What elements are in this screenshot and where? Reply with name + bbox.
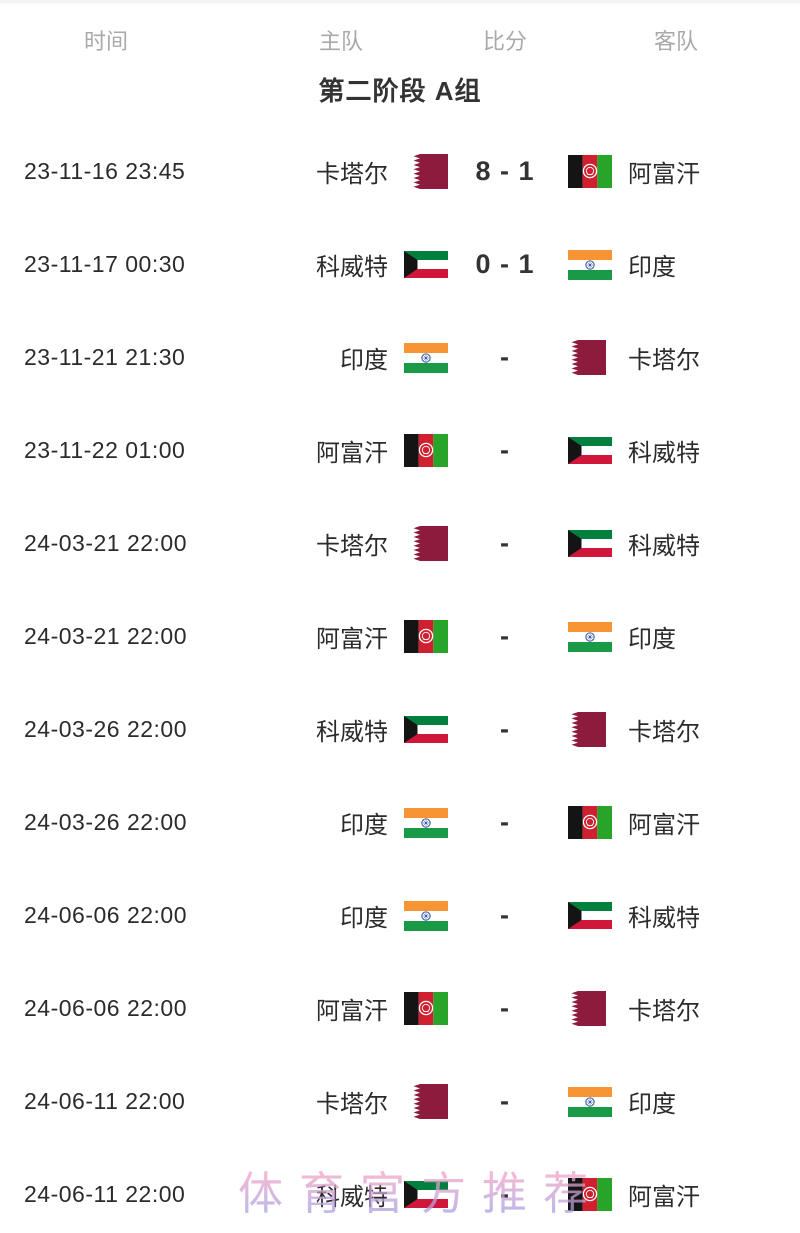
afghanistan-flag-icon [562,806,624,839]
kuwait-flag-icon [388,251,448,278]
match-row[interactable]: 24-03-21 22:00 卡塔尔 - 科威特 [0,497,800,590]
afghanistan-flag-icon [562,155,624,188]
match-score: 0 - 1 [475,249,535,279]
away-team-name: 卡塔尔 [628,719,700,746]
match-list: 23-11-16 23:45 卡塔尔 8 - 1 阿富汗 23-11-17 00… [0,112,800,1233]
home-team-name: 阿富汗 [316,998,388,1025]
match-score: - [500,900,510,930]
match-time: 24-06-11 22:00 [24,1088,186,1114]
match-score: - [500,1086,510,1116]
qatar-flag-icon [562,712,624,747]
match-time: 23-11-21 21:30 [24,344,186,370]
match-time: 24-06-11 22:00 [24,1181,186,1207]
match-time: 24-06-06 22:00 [24,902,188,928]
match-score: - [500,435,510,465]
match-row[interactable]: 24-03-26 22:00 印度 - 阿富汗 [0,776,800,869]
away-team-name: 印度 [628,1091,676,1118]
section-title: 第二阶段 A组 [318,75,482,106]
match-time: 23-11-17 00:30 [24,251,186,277]
home-team-name: 印度 [340,812,388,839]
home-team-name: 科威特 [316,254,388,281]
column-header-time: 时间 [83,29,128,54]
kuwait-flag-icon [562,902,624,929]
match-time: 24-06-06 22:00 [24,995,188,1021]
match-row[interactable]: 24-06-06 22:00 阿富汗 - 卡塔尔 [0,962,800,1055]
kuwait-flag-icon [388,716,448,743]
match-score: - [500,714,510,744]
afghanistan-flag-icon [562,1178,624,1211]
away-team-name: 印度 [628,626,676,653]
match-score: - [500,807,510,837]
match-row[interactable]: 23-11-17 00:30 科威特 0 - 1 印度 [0,218,800,311]
away-team-name: 卡塔尔 [628,998,700,1025]
match-time: 24-03-21 22:00 [24,623,188,649]
match-score: - [500,993,510,1023]
qatar-flag-icon [388,1084,448,1119]
match-time: 24-03-26 22:00 [24,809,188,835]
match-row[interactable]: 24-03-21 22:00 阿富汗 - 印度 [0,590,800,683]
home-team-name: 卡塔尔 [316,1091,388,1118]
match-time: 24-03-21 22:00 [24,530,188,556]
home-team-name: 阿富汗 [316,440,388,467]
afghanistan-flag-icon [388,620,448,653]
match-row[interactable]: 23-11-16 23:45 卡塔尔 8 - 1 阿富汗 [0,125,800,218]
afghanistan-flag-icon [388,992,448,1025]
match-score: - [500,1179,510,1209]
qatar-flag-icon [562,991,624,1026]
home-team-name: 阿富汗 [316,626,388,653]
kuwait-flag-icon [562,530,624,557]
home-team-name: 卡塔尔 [316,161,388,188]
home-team-name: 科威特 [316,1184,388,1211]
home-team-name: 印度 [340,905,388,932]
match-row[interactable]: 24-03-26 22:00 科威特 - 卡塔尔 [0,683,800,776]
away-team-name: 科威特 [628,440,700,467]
column-header-away: 客队 [653,29,698,54]
home-team-name: 科威特 [316,719,388,746]
column-header-score: 比分 [482,29,527,54]
away-team-name: 阿富汗 [628,161,700,188]
match-row[interactable]: 24-06-06 22:00 印度 - 科威特 [0,869,800,962]
away-team-name: 阿富汗 [628,812,700,839]
india-flag-icon [562,250,624,280]
match-score: 8 - 1 [475,156,535,186]
india-flag-icon [562,1087,624,1117]
away-team-name: 科威特 [628,905,700,932]
table-header: 时间 主队 比分 客队 [0,4,800,60]
match-row[interactable]: 24-06-11 22:00 科威特 - 阿富汗 [0,1148,800,1233]
kuwait-flag-icon [562,437,624,464]
away-team-name: 科威特 [628,533,700,560]
home-team-name: 卡塔尔 [316,533,388,560]
match-row[interactable]: 24-06-11 22:00 卡塔尔 - 印度 [0,1055,800,1148]
kuwait-flag-icon [388,1181,448,1208]
qatar-flag-icon [388,526,448,561]
away-team-name: 卡塔尔 [628,347,700,374]
qatar-flag-icon [388,154,448,189]
match-score: - [500,342,510,372]
away-team-name: 印度 [628,254,676,281]
afghanistan-flag-icon [388,434,448,467]
match-row[interactable]: 23-11-22 01:00 阿富汗 - 科威特 [0,404,800,497]
match-score: - [500,528,510,558]
qatar-flag-icon [562,340,624,375]
match-time: 23-11-22 01:00 [24,437,186,463]
india-flag-icon [562,622,624,652]
home-team-name: 印度 [340,347,388,374]
india-flag-icon [388,901,448,931]
away-team-name: 阿富汗 [628,1184,700,1211]
match-time: 23-11-16 23:45 [24,158,186,184]
match-score: - [500,621,510,651]
match-row[interactable]: 23-11-21 21:30 印度 - 卡塔尔 [0,311,800,404]
column-header-home: 主队 [318,29,363,54]
india-flag-icon [388,343,448,373]
top-divider [0,0,800,4]
match-time: 24-03-26 22:00 [24,716,188,742]
india-flag-icon [388,808,448,838]
